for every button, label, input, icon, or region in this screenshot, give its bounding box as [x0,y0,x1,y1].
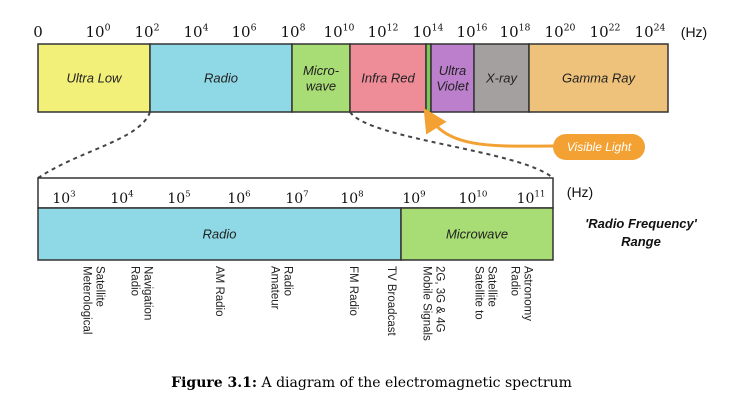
top-tick-label: 1010 [324,22,355,41]
application-label: Navigation [141,266,153,320]
top-tick-label: 1022 [590,22,621,41]
top-tick-label: 1020 [545,22,576,41]
rf-tick-label: 104 [110,190,134,207]
application-label: AM Radio [213,266,225,317]
figure-caption-label: Figure 3.1: [171,375,258,391]
band-infrared-label: Infra Red [361,71,415,86]
application-label: Astronomy [521,266,533,321]
top-tick-label: 108 [280,22,305,41]
application-label: Mobile Signals [420,266,432,341]
radio-frequency-scale: 103 104 105 106 107 108 109 1010 1011 (Hz) [37,177,593,209]
rf-band-microwave-label: Microwave [446,227,508,242]
visible-light-arrow [423,107,556,148]
rf-scale-frame [37,177,554,209]
band-radio-label: Radio [204,71,238,86]
top-tick-label: 1018 [500,22,531,41]
top-tick-label: 100 [85,22,110,41]
top-unit-label: (Hz) [681,24,707,40]
scale-zero-label: 0 [33,23,43,41]
band-gamma-ray [528,43,669,113]
rf-band-microwave [400,207,554,261]
zoom-dashed-lines [37,111,554,179]
application-label: Satellite [93,266,105,307]
em-spectrum-diagram: 0 100 102 104 106 108 1010 1012 1014 1016 1018 1020… [33,22,707,341]
application-label: Satellite [485,266,497,307]
band-ultraviolet-label: Ultra [439,63,466,78]
band-ultraviolet-label: Violet [436,78,470,93]
rf-tick-label: 1010 [459,190,488,207]
visible-light-badge [553,134,645,160]
band-xray-label: X-ray [485,71,519,86]
application-label: FM Radio [347,266,359,316]
rf-tick-label: 1011 [517,190,546,207]
application-label: Amateur [268,266,280,310]
band-microwave-label: Micro- [303,63,340,78]
rf-tick-label: 103 [52,190,75,207]
application-labels: Meterological Satellite Radio Navigation AM … [80,266,533,341]
application-label: Radio [508,266,520,296]
spectrum-bar: Ultra Low Radio Micro-wave Infra Red UltraVi… [37,43,669,113]
band-microwave [291,43,351,113]
rf-unit-label: (Hz) [567,184,593,200]
rf-range-title-line: 'Radio Frequency' [585,216,698,231]
application-label: Radio [281,266,293,296]
top-frequency-scale: 0 100 102 104 106 108 1010 1012 1014 1016 1018 1020… [33,22,707,41]
rf-tick-label: 105 [167,190,190,207]
top-tick-label: 1016 [457,22,488,41]
application-label: TV Broadcast [385,266,397,336]
top-tick-label: 106 [231,22,256,41]
band-ultraviolet [430,43,475,113]
visible-light-label: Visible Light [567,140,632,154]
rf-range-title-line: Range [621,234,661,249]
top-tick-label: 102 [134,22,159,41]
visible-light-callout: Visible Light [423,107,645,160]
figure-caption-text: A diagram of the electromagnetic spectru… [257,375,572,391]
radio-frequency-bar: Radio Microwave [37,207,554,261]
top-tick-label: 1014 [413,22,444,41]
top-tick-label: 104 [183,22,208,41]
figure-caption: Figure 3.1: A diagram of the electromagn… [0,375,743,391]
radio-frequency-range-title: 'Radio Frequency' Range [585,216,698,249]
zoom-line-right [349,111,554,179]
band-gamma-ray-label: Gamma Ray [562,71,636,86]
application-label: Meterological [80,266,92,334]
application-label: Radio [128,266,140,296]
zoom-line-left [37,111,151,179]
band-xray [473,43,530,113]
rf-tick-label: 109 [402,190,425,207]
rf-tick-label: 106 [227,190,250,207]
rf-tick-label: 107 [285,190,308,207]
top-tick-label: 1024 [635,22,666,41]
band-ultra-low-label: Ultra Low [67,71,124,86]
application-label: 2G, 3G & 4G [433,266,445,333]
top-tick-label: 1012 [368,22,399,41]
rf-tick-label: 108 [340,190,363,207]
application-label: Satellite to [472,266,484,320]
band-microwave-label: wave [306,78,336,93]
band-radio [149,43,293,113]
rf-band-radio-label: Radio [203,227,237,242]
band-ultra-low [37,43,151,113]
